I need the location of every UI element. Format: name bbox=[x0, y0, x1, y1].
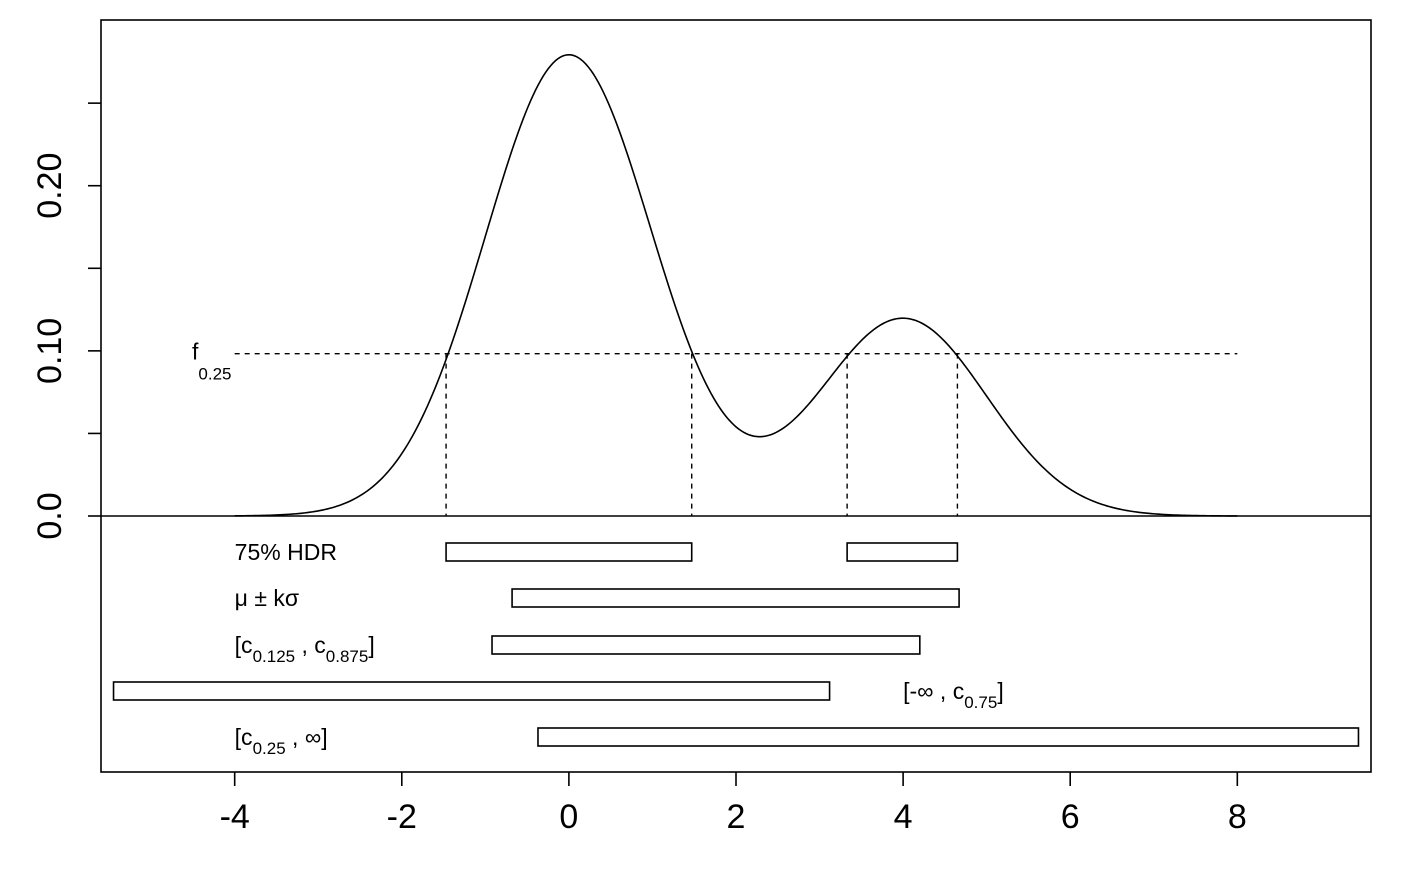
y-tick-label: 0.10 bbox=[31, 318, 69, 384]
threshold-group: f0.25 bbox=[192, 339, 1238, 384]
interval-label-subscript: 0.875 bbox=[326, 647, 369, 666]
interval-row-label: 75% HDR bbox=[235, 539, 337, 565]
interval-bar bbox=[511, 588, 960, 608]
interval-label-text: , c bbox=[295, 632, 326, 658]
x-tick-label: 6 bbox=[1061, 798, 1080, 836]
interval-bar bbox=[112, 681, 831, 701]
interval-bar bbox=[846, 542, 959, 562]
interval-label-text: , ∞] bbox=[286, 724, 328, 750]
threshold-label-main: f bbox=[192, 339, 199, 365]
interval-bar bbox=[491, 635, 921, 655]
interval-label-text: [-∞ , c bbox=[903, 678, 964, 704]
x-tick-label: -2 bbox=[387, 798, 417, 836]
interval-label-subscript: 0.125 bbox=[253, 647, 296, 666]
interval-row-label: [c0.25 , ∞] bbox=[235, 724, 328, 758]
interval-row-label: μ ± kσ bbox=[235, 585, 299, 611]
interval-bar bbox=[537, 727, 1360, 747]
interval-row-label: [-∞ , c0.75] bbox=[903, 678, 1004, 712]
density-curve bbox=[234, 53, 1238, 517]
x-axis: -4 -2 0 2 4 6 8 bbox=[220, 772, 1247, 836]
interval-label-subscript: 0.75 bbox=[964, 693, 997, 712]
interval-bar bbox=[445, 542, 693, 562]
threshold-label-sub: 0.25 bbox=[198, 365, 231, 384]
interval-label-text: ] bbox=[368, 632, 374, 658]
interval-label-text: ] bbox=[997, 678, 1003, 704]
interval-row-label: [c0.125 , c0.875] bbox=[235, 632, 375, 666]
interval-label-text: 75% HDR bbox=[235, 539, 337, 565]
interval-label-text: [c bbox=[235, 632, 253, 658]
interval-label-subscript: 0.25 bbox=[253, 739, 286, 758]
x-tick-label: 4 bbox=[894, 798, 913, 836]
x-tick-label: -4 bbox=[220, 798, 250, 836]
interval-label-text: μ ± kσ bbox=[235, 585, 299, 611]
y-axis: 0.0 0.10 0.20 bbox=[31, 102, 101, 540]
x-tick-label: 0 bbox=[559, 798, 578, 836]
y-tick-label: 0.0 bbox=[31, 492, 69, 539]
x-tick-label: 2 bbox=[727, 798, 746, 836]
x-tick-label: 8 bbox=[1228, 798, 1247, 836]
threshold-label: f0.25 bbox=[192, 339, 231, 384]
hdr-boundary-lines bbox=[445, 353, 959, 516]
interval-label-text: [c bbox=[235, 724, 253, 750]
y-tick-label: 0.20 bbox=[31, 153, 69, 219]
